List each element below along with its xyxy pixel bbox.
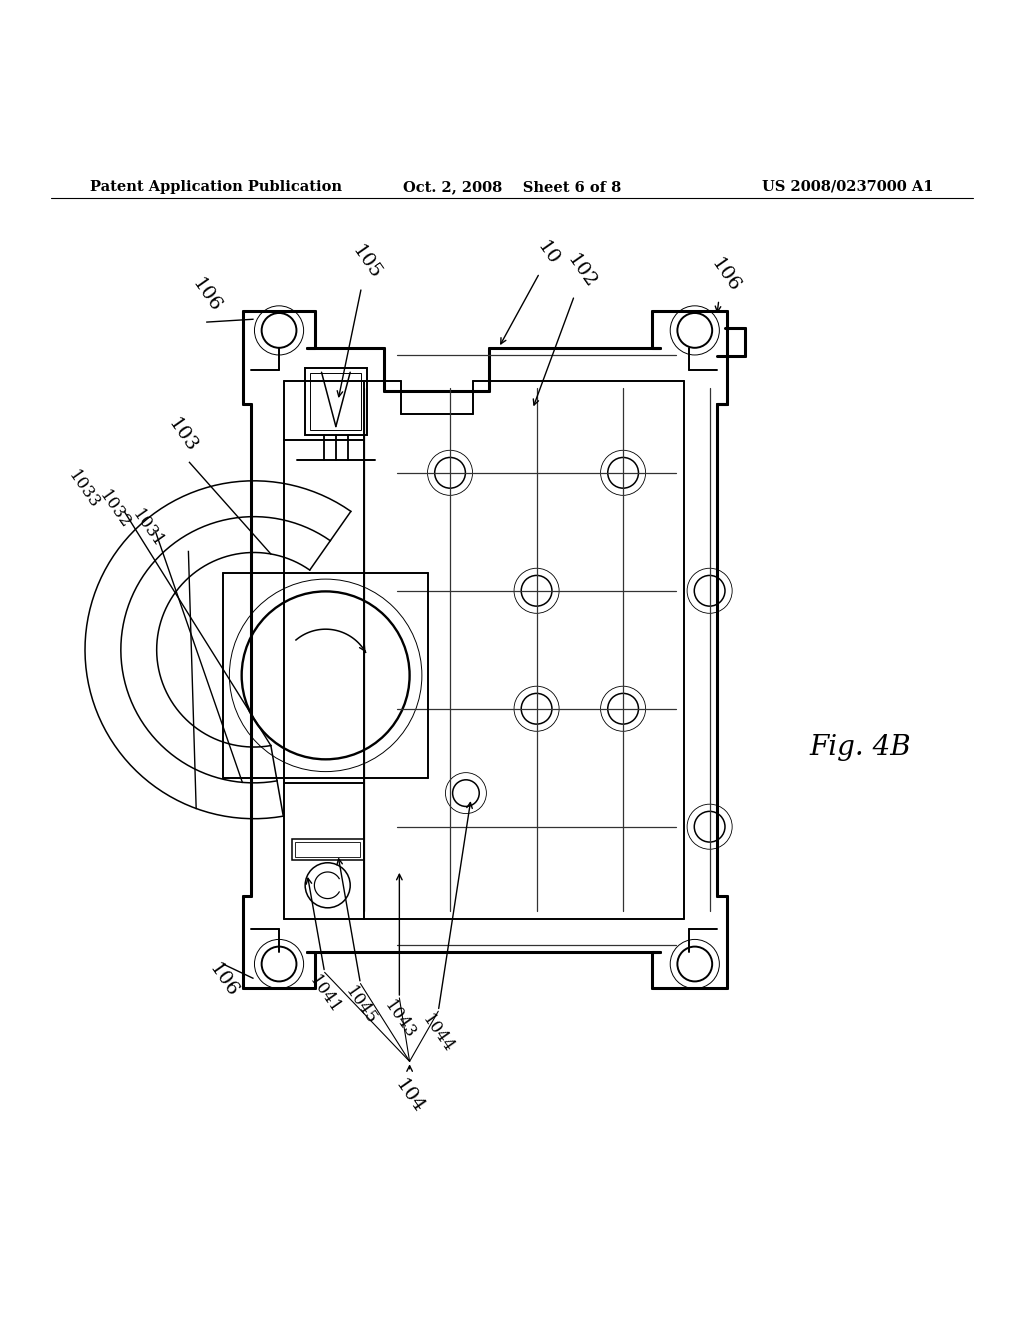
Text: 1043: 1043 — [380, 998, 419, 1043]
Text: 106: 106 — [205, 960, 242, 1001]
Text: Oct. 2, 2008    Sheet 6 of 8: Oct. 2, 2008 Sheet 6 of 8 — [402, 180, 622, 194]
Bar — [292, 840, 364, 859]
Text: 10: 10 — [534, 238, 562, 269]
Text: 1032: 1032 — [95, 487, 134, 532]
Text: 1045: 1045 — [341, 983, 380, 1028]
Text: US 2008/0237000 A1: US 2008/0237000 A1 — [763, 180, 934, 194]
Text: 104: 104 — [391, 1076, 428, 1117]
Text: 1031: 1031 — [128, 507, 167, 552]
Text: 105: 105 — [348, 243, 385, 284]
Bar — [310, 374, 361, 429]
Bar — [305, 368, 367, 434]
Text: 106: 106 — [188, 275, 225, 315]
Bar — [295, 842, 360, 857]
Text: 106: 106 — [707, 255, 743, 296]
Text: 1033: 1033 — [65, 469, 103, 512]
Text: 102: 102 — [563, 251, 600, 292]
Text: 1041: 1041 — [305, 973, 344, 1016]
Text: Patent Application Publication: Patent Application Publication — [90, 180, 342, 194]
Text: 103: 103 — [164, 416, 201, 457]
Text: Fig. 4B: Fig. 4B — [809, 734, 910, 760]
Text: 1044: 1044 — [419, 1011, 458, 1056]
